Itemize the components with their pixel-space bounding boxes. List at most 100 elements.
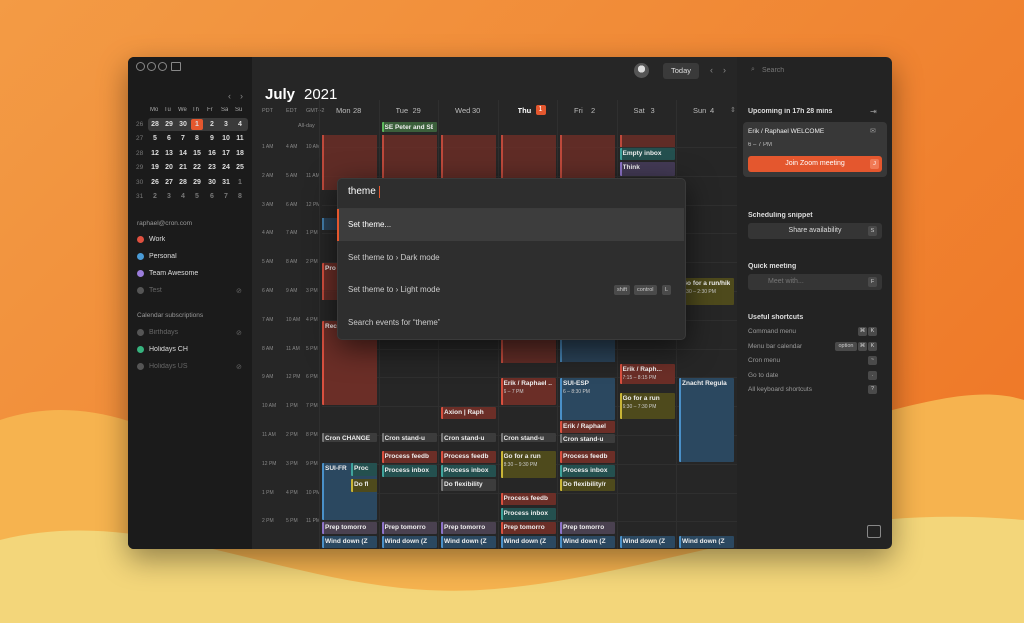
day[interactable]: 18 (236, 149, 244, 157)
day[interactable]: 25 (236, 164, 244, 172)
day[interactable]: 4 (238, 121, 242, 128)
event[interactable] (619, 135, 675, 147)
event[interactable] (560, 465, 615, 477)
event[interactable] (500, 536, 556, 548)
window-control[interactable] (147, 62, 156, 71)
day[interactable]: 2 (210, 121, 214, 128)
event[interactable] (441, 536, 496, 548)
event[interactable] (381, 122, 437, 132)
day[interactable]: 23 (208, 164, 216, 172)
day[interactable]: 30 (208, 178, 216, 186)
event[interactable] (500, 522, 556, 534)
event[interactable] (351, 479, 377, 492)
event[interactable] (500, 135, 556, 178)
event[interactable] (560, 522, 615, 534)
event[interactable] (500, 451, 556, 478)
event[interactable] (500, 378, 556, 405)
event[interactable] (560, 451, 615, 463)
event[interactable] (619, 393, 675, 419)
day[interactable]: 28 (179, 178, 187, 186)
day[interactable]: 10 (222, 135, 230, 143)
day[interactable]: 6 (167, 135, 171, 143)
event[interactable] (679, 536, 734, 548)
day[interactable]: 29 (193, 178, 201, 186)
command-item[interactable]: Set theme... (348, 220, 392, 229)
day[interactable]: 27 (165, 178, 173, 186)
event[interactable] (322, 536, 377, 548)
event[interactable] (560, 536, 615, 548)
calendar-name[interactable]: Test (149, 287, 162, 294)
event[interactable] (500, 433, 556, 442)
today-button[interactable]: Today (663, 63, 699, 79)
day[interactable]: 5 (195, 193, 199, 200)
event[interactable] (322, 522, 377, 534)
day[interactable]: 3 (167, 193, 171, 200)
event[interactable] (381, 451, 437, 463)
button[interactable]: Share availability (748, 223, 882, 239)
day[interactable]: 20 (165, 164, 173, 172)
event[interactable] (560, 135, 615, 178)
event[interactable] (441, 465, 496, 477)
event[interactable] (500, 493, 556, 505)
day[interactable]: 1 (238, 178, 242, 186)
day[interactable]: 22 (193, 164, 201, 172)
day[interactable]: 13 (165, 149, 173, 157)
day[interactable]: 11 (236, 135, 244, 143)
day[interactable]: 16 (208, 149, 216, 157)
event[interactable] (441, 433, 496, 442)
day[interactable]: 4 (181, 193, 185, 200)
event[interactable] (619, 364, 675, 384)
command-item[interactable]: Set theme to › Light mode (348, 285, 441, 294)
event[interactable] (500, 508, 556, 520)
event[interactable] (560, 378, 615, 420)
day[interactable]: 5 (153, 135, 157, 143)
command-item[interactable]: Search events for “theme” (348, 317, 441, 327)
event[interactable] (619, 148, 675, 160)
calendar-name[interactable]: Holidays US (149, 363, 188, 370)
day[interactable]: 9 (210, 135, 214, 143)
event[interactable] (381, 433, 437, 442)
event[interactable] (441, 479, 496, 491)
event[interactable] (381, 465, 437, 477)
day[interactable]: 19 (151, 164, 159, 172)
calendar-name[interactable]: Work (149, 236, 166, 243)
event[interactable] (679, 378, 734, 462)
event[interactable] (441, 407, 496, 419)
event[interactable] (619, 162, 675, 176)
day[interactable]: 14 (179, 149, 187, 157)
day[interactable]: 26 (151, 178, 159, 186)
event[interactable] (619, 536, 675, 548)
calendar-name[interactable]: Holidays CH (149, 346, 188, 353)
event[interactable] (381, 536, 437, 548)
day[interactable]: 24 (222, 164, 230, 172)
event[interactable] (560, 421, 615, 433)
event[interactable] (441, 522, 496, 534)
day[interactable]: 1 (195, 121, 199, 128)
day[interactable]: 28 (151, 121, 159, 128)
button[interactable]: Meet with... (748, 274, 882, 290)
event[interactable] (322, 433, 377, 442)
command-item[interactable]: Set theme to › Dark mode (348, 252, 440, 262)
day[interactable]: 3 (224, 121, 228, 128)
day[interactable]: 8 (195, 135, 199, 143)
day[interactable]: 17 (222, 149, 230, 157)
calendar-name[interactable]: Personal (149, 253, 177, 260)
day[interactable]: 12 (151, 149, 159, 157)
event[interactable] (560, 336, 615, 362)
day[interactable]: 8 (238, 193, 242, 200)
day[interactable]: 6 (210, 193, 214, 200)
sidebar-toggle[interactable] (171, 62, 181, 71)
event[interactable] (441, 451, 496, 463)
join-button[interactable]: Join Zoom meeting (748, 156, 882, 172)
day[interactable]: 29 (165, 121, 173, 128)
day[interactable]: 31 (222, 178, 230, 186)
event[interactable] (381, 522, 437, 534)
chat-button[interactable] (867, 525, 881, 538)
day[interactable]: 15 (193, 149, 201, 157)
day[interactable]: 7 (224, 193, 228, 200)
search[interactable]: Search (762, 67, 785, 74)
event[interactable] (351, 463, 377, 476)
event[interactable] (560, 434, 615, 443)
day[interactable]: 2 (153, 193, 157, 200)
window-control[interactable] (136, 62, 145, 71)
